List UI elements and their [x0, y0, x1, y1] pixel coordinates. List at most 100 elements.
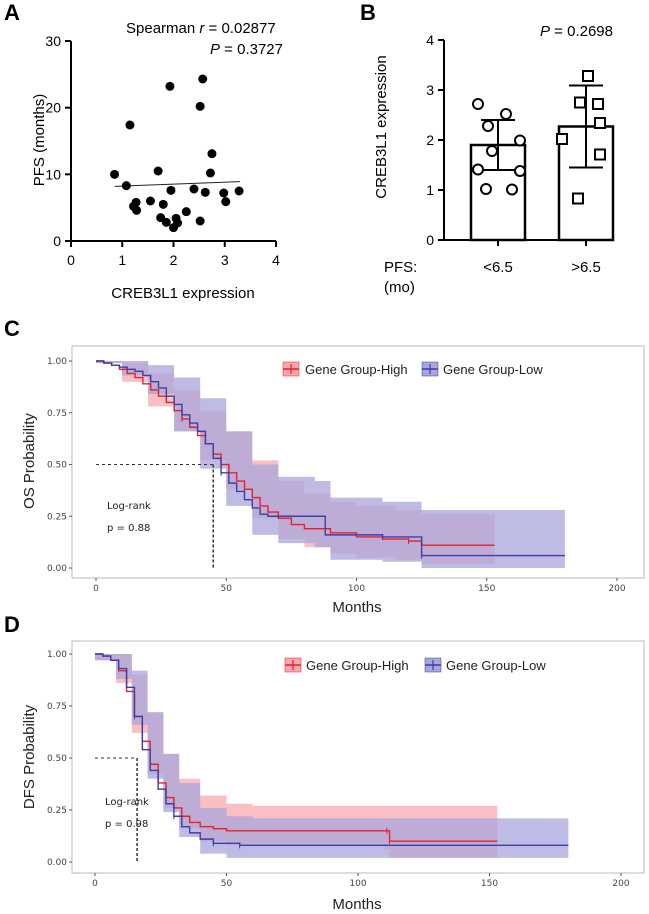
p-value-annotation: P = 0.3727: [210, 41, 283, 58]
survival-curve: [95, 653, 569, 847]
scatter-point: [195, 101, 205, 111]
scatter-point: [195, 216, 205, 226]
axes: 0 1 2 3 4 <6.5 >6.5: [426, 32, 601, 276]
x-tick-label: >6.5: [571, 259, 601, 276]
scatter-point: [200, 187, 210, 197]
y-tick-label: 0.75: [47, 702, 67, 712]
data-point-circle: [480, 183, 492, 195]
x-tick-label: 0: [92, 879, 98, 889]
legend-label-low: Gene Group-Low: [443, 362, 543, 377]
y-tick-label: 4: [426, 32, 434, 48]
p-value-label: p = 0.98: [105, 819, 148, 830]
data-point-square: [594, 117, 606, 129]
y-tick-label: 1.00: [47, 357, 67, 367]
log-rank-label: Log-rank: [107, 501, 151, 512]
data-point-square: [574, 96, 586, 109]
scatter-point: [221, 197, 231, 207]
y-tick-label: 10: [45, 166, 61, 182]
scatter-point: [131, 197, 141, 207]
data-point-circle: [472, 98, 484, 110]
y-tick-label: 0.25: [47, 512, 67, 522]
x-axis-title-prefix: PFS:: [384, 259, 417, 276]
x-axis-title: Months: [332, 599, 381, 616]
scatter-point: [181, 207, 191, 217]
data-point-circle: [506, 183, 518, 196]
x-tick-label: 50: [221, 879, 233, 889]
legend-label-high: Gene Group-High: [305, 362, 408, 377]
data-point-square: [582, 70, 594, 82]
data-point-square: [556, 133, 568, 145]
legend-label-high: Gene Group-High: [306, 658, 409, 673]
log-rank-label: Log-rank: [105, 797, 149, 808]
y-axis-title: OS Probability: [21, 413, 38, 509]
x-tick-label: 100: [348, 584, 365, 594]
os-kaplan-meier-panel: OS Probability Months Log-rank p = 0.88 …: [21, 345, 645, 616]
y-tick-label: 0: [53, 233, 61, 249]
x-tick-label: 4: [272, 252, 280, 268]
data-point-square: [592, 98, 604, 110]
survival-curves: 0.00 0.25 0.50 0.75 1.00 0 50 100 150 200: [47, 357, 626, 594]
x-axis-title: CREB3L1 expression: [111, 285, 254, 302]
y-tick-label: 0.00: [47, 564, 67, 574]
y-tick-label: 0.50: [47, 461, 67, 471]
y-tick-label: 0.50: [47, 754, 67, 764]
confidence-band: [96, 361, 565, 568]
x-tick-label: 0: [67, 252, 75, 268]
x-axis-title: Months: [332, 896, 381, 913]
data-point-circle: [514, 165, 526, 177]
data-point-square: [572, 192, 584, 205]
panel-label-d: D: [4, 612, 20, 637]
scatter-point: [166, 185, 176, 195]
panel-label-a: A: [4, 0, 20, 25]
y-tick-label: 0: [426, 232, 434, 248]
data-point-circle: [514, 134, 526, 147]
scatter-point: [132, 205, 142, 215]
x-axis-title-unit: (mo): [384, 279, 415, 296]
scatter-point: [173, 218, 183, 228]
y-tick-label: 1.00: [47, 650, 67, 660]
scatter-point: [198, 74, 208, 84]
legend-label-low: Gene Group-Low: [446, 658, 546, 673]
scatter-point: [145, 196, 155, 206]
survival-curves: 0.00 0.25 0.50 0.75 1.00 0 50 100 150 200: [47, 650, 630, 889]
data-point-circle: [486, 145, 498, 157]
y-tick-label: 0.25: [47, 806, 67, 816]
x-tick-label: 50: [221, 584, 233, 594]
panel-label-b: B: [360, 0, 376, 25]
legend: Gene Group-High Gene Group-Low: [284, 657, 546, 673]
dfs-kaplan-meier-panel: DFS Probability Months Log-rank p = 0.98…: [21, 640, 645, 913]
scatter-point: [161, 217, 171, 227]
survival-curve: [96, 360, 565, 557]
y-axis-title: DFS Probability: [21, 704, 38, 809]
scatter-point: [125, 120, 135, 130]
spearman-annotation: Spearman r = 0.02877: [126, 20, 276, 37]
y-axis-title: PFS (months): [31, 94, 48, 187]
trend-line: [114, 181, 241, 187]
y-tick-label: 30: [45, 33, 61, 49]
scatter-point: [207, 149, 217, 159]
scatter-point: [189, 184, 199, 194]
y-tick-label: 3: [426, 82, 434, 98]
plot-frame: [71, 345, 645, 579]
legend: Gene Group-High Gene Group-Low: [282, 361, 543, 377]
data-point-circle: [500, 108, 512, 120]
scatter-point: [219, 188, 229, 198]
scatter-point: [165, 81, 175, 91]
y-tick-label: 0.00: [47, 858, 67, 868]
scatter-point: [121, 181, 131, 191]
survival-curve: [96, 360, 495, 546]
scatter-plot-panel: Spearman r = 0.02877 P = 0.3727 PFS (mon…: [31, 20, 283, 302]
x-tick-label: 0: [93, 584, 99, 594]
data-point-square: [594, 148, 606, 161]
x-tick-label: 100: [349, 879, 366, 889]
y-tick-label: 1: [426, 182, 434, 198]
scatter-point: [205, 168, 215, 178]
x-tick-label: 3: [221, 252, 229, 268]
scatter-point: [158, 199, 168, 209]
x-tick-label: 200: [612, 879, 629, 889]
scatter-point: [110, 169, 120, 179]
y-tick-label: 20: [45, 100, 61, 116]
x-tick-label: 150: [481, 879, 498, 889]
axes: 0 10 20 30 0 1 2 3 4: [45, 33, 280, 268]
